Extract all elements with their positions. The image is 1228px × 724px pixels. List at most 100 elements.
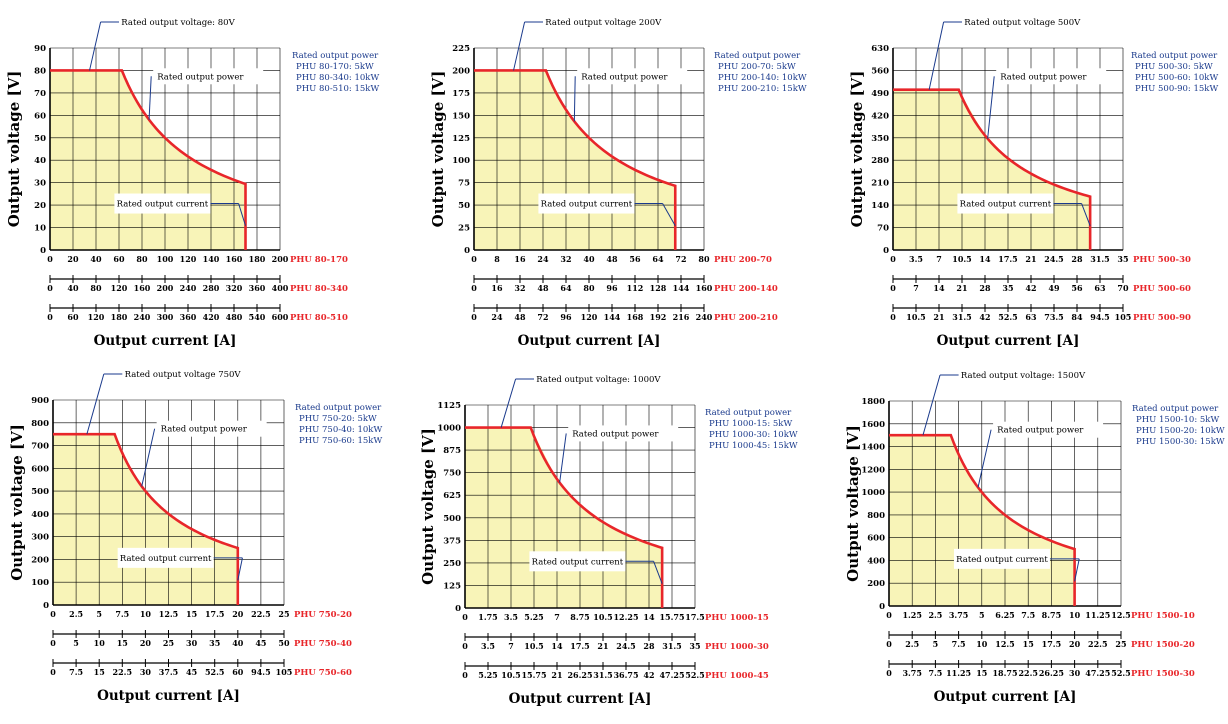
y-tick-label: 400 [31, 510, 49, 520]
x-tick-label: 7.5 [115, 609, 129, 619]
x-tick-label: 200 [272, 254, 289, 264]
x-tick-label: 60 [113, 254, 125, 264]
y-tick-label: 280 [871, 156, 889, 166]
x-tick-label: 15 [186, 609, 197, 619]
x-tick-label: 22.5 [251, 609, 270, 619]
power-legend-title: Rated output power [295, 403, 382, 413]
power-legend-entry: PHU 750-60: 15kW [299, 436, 382, 446]
y-tick-label: 300 [31, 533, 49, 543]
y-tick-label: 0 [879, 602, 885, 612]
y-tick-label: 1000 [861, 488, 885, 498]
x-tick-label: 2.5 [69, 609, 83, 619]
x-tick-label: 5.25 [524, 612, 543, 622]
x-tick-label: 0 [890, 283, 896, 293]
callout-line [89, 21, 102, 71]
x-tick-label: 48 [537, 283, 549, 293]
y-tick-label: 60 [34, 111, 46, 121]
x-tick-label: 21 [551, 670, 562, 680]
x-tick-label: 17.5 [1042, 639, 1061, 649]
x-tick-label: 5 [96, 609, 102, 619]
callout-line [987, 76, 995, 139]
x-tick-label: 144 [673, 283, 690, 293]
x-tick-label: 12.25 [613, 612, 638, 622]
x-tick-label: 24.5 [1044, 254, 1063, 264]
x-tick-label: 7 [554, 612, 560, 622]
x-tick-label: 37.5 [159, 667, 178, 677]
x-tick-label: 5 [933, 639, 939, 649]
y-axis-title: Output voltage [V] [8, 424, 26, 581]
x-tick-label: 120 [180, 254, 197, 264]
x-tick-label: 70 [1117, 283, 1129, 293]
y-axis-title: Output voltage [V] [419, 428, 437, 585]
power-legend-entry: PHU 500-30: 5kW [1135, 62, 1213, 72]
x-tick-label: 24 [491, 312, 503, 322]
x-tick-label: 28 [1071, 254, 1083, 264]
x-tick-label: 31.5 [952, 312, 971, 322]
y-axis-title: Output voltage [V] [848, 71, 866, 228]
x-tick-label: 60 [67, 312, 79, 322]
y-tick-label: 225 [452, 44, 470, 54]
x-tick-label: 320 [226, 283, 243, 293]
x-tick-label: 47.25 [1085, 668, 1110, 678]
y-tick-label: 100 [452, 156, 470, 166]
x-tick-label: 30 [186, 638, 198, 648]
rated-current-callout: Rated output current [541, 200, 633, 210]
x-tick-label: 160 [696, 283, 713, 293]
rated-boundary-curve [893, 88, 1092, 250]
power-legend-entry: PHU 1000-45: 15kW [709, 441, 798, 451]
y-axis-title: Output voltage [V] [844, 425, 862, 582]
x-tick-label: 180 [111, 312, 128, 322]
x-tick-label: 300 [157, 312, 174, 322]
callout-line [141, 428, 156, 487]
x-tick-label: 8.75 [1042, 610, 1061, 620]
x-tick-label: 36.75 [613, 670, 638, 680]
power-legend-entry: PHU 1500-10: 5kW [1136, 415, 1219, 425]
x-tick-label: 0 [886, 610, 892, 620]
x-tick-label: 0 [50, 638, 56, 648]
model-axis-label: PHU 1000-15 [705, 613, 769, 623]
y-tick-label: 200 [452, 66, 470, 76]
callout-line [513, 21, 526, 71]
x-tick-label: 6.25 [995, 610, 1014, 620]
power-legend-entry: PHU 750-20: 5kW [299, 414, 377, 424]
callout-line [662, 203, 676, 227]
y-tick-label: 125 [452, 134, 470, 144]
callout-box [957, 193, 1054, 214]
x-tick-label: 32 [560, 254, 571, 264]
x-tick-label: 28 [643, 641, 655, 651]
x-tick-label: 120 [581, 312, 598, 322]
x-tick-label: 3.75 [902, 668, 921, 678]
x-tick-label: 96 [560, 312, 572, 322]
x-axis-title: Output current [A] [937, 333, 1080, 349]
rated-power-callout: Rated output power [997, 426, 1084, 436]
x-tick-label: 21 [933, 312, 944, 322]
callout-line [977, 429, 992, 488]
rated-area-fill [893, 89, 1091, 250]
y-tick-label: 350 [871, 134, 889, 144]
x-tick-label: 10 [1069, 610, 1081, 620]
x-tick-label: 360 [249, 283, 266, 293]
x-tick-label: 56 [629, 254, 641, 264]
x-tick-label: 10.5 [524, 641, 543, 651]
x-tick-label: 240 [134, 312, 151, 322]
y-tick-label: 100 [31, 578, 49, 588]
x-tick-label: 96 [606, 283, 618, 293]
callout-line [559, 433, 567, 483]
x-tick-label: 52.5 [1111, 668, 1130, 678]
x-tick-label: 112 [627, 283, 644, 293]
y-tick-label: 630 [871, 44, 889, 54]
x-tick-label: 2.5 [928, 610, 942, 620]
x-tick-label: 16 [514, 254, 526, 264]
callout-line [1074, 558, 1080, 582]
x-tick-label: 7.5 [928, 668, 942, 678]
x-tick-label: 11.25 [946, 668, 971, 678]
x-tick-label: 80 [136, 254, 148, 264]
y-tick-label: 20 [34, 201, 46, 211]
power-legend-entry: PHU 200-70: 5kW [718, 62, 796, 72]
x-tick-label: 2.5 [905, 639, 919, 649]
x-tick-label: 52.5 [205, 667, 224, 677]
x-tick-label: 600 [272, 312, 289, 322]
power-legend-entry: PHU 80-170: 5kW [296, 62, 374, 72]
x-tick-label: 40 [232, 638, 244, 648]
